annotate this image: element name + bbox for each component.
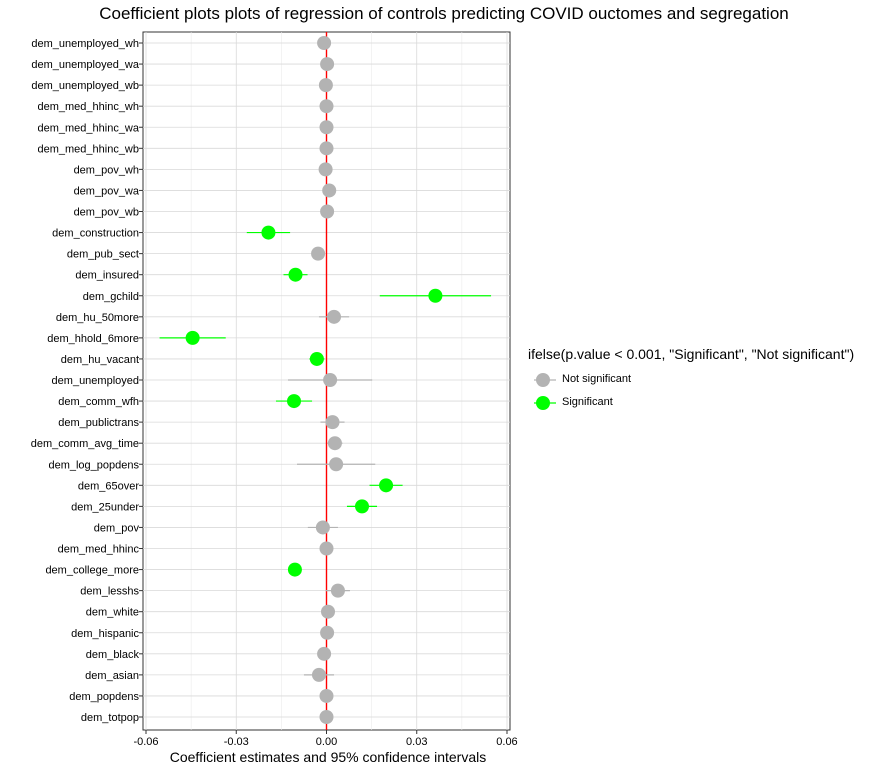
legend-title: ifelse(p.value < 0.001, "Significant", "… <box>528 346 855 362</box>
point-dem_med_hhinc_wb <box>319 141 334 156</box>
y-tick-label: dem_college_more <box>45 565 139 577</box>
point-dem_comm_wfh <box>287 394 302 409</box>
point-dem_unemployed_wa <box>320 57 335 72</box>
chart-title: Coefficient plots plots of regression of… <box>99 4 789 23</box>
point-dem_hhold_6more <box>185 330 200 345</box>
point-dem_pov_wb <box>320 204 335 219</box>
y-tick-label: dem_comm_wfh <box>58 396 139 408</box>
point-dem_publictrans <box>325 415 340 430</box>
point-dem_pub_sect <box>311 246 326 261</box>
point-dem_med_hhinc_wa <box>319 120 334 135</box>
legend-label: Not significant <box>562 373 632 385</box>
y-tick-label: dem_med_hhinc_wb <box>37 143 139 155</box>
y-tick-label: dem_comm_avg_time <box>31 438 139 450</box>
y-tick-label: dem_25under <box>71 501 139 513</box>
y-tick-label: dem_white <box>86 607 139 619</box>
point-dem_insured <box>288 267 303 282</box>
y-tick-label: dem_pov <box>94 522 140 534</box>
point-dem_65over <box>379 478 394 493</box>
y-tick-label: dem_unemployed <box>52 375 139 387</box>
point-dem_hu_vacant <box>309 351 324 366</box>
x-tick-label: 0.03 <box>406 736 427 748</box>
y-tick-label: dem_pub_sect <box>67 249 139 261</box>
y-tick-label: dem_unemployed_wh <box>31 38 139 50</box>
y-tick-label: dem_asian <box>85 670 139 682</box>
y-tick-label: dem_gchild <box>83 291 139 303</box>
point-dem_unemployed_wh <box>317 36 332 50</box>
y-tick-label: dem_hhold_6more <box>47 333 139 345</box>
legend-key <box>534 396 556 410</box>
y-tick-label: dem_unemployed_wa <box>31 59 140 71</box>
y-tick-label: dem_totpop <box>81 712 139 724</box>
point-dem_college_more <box>287 562 302 577</box>
point-dem_totpop <box>319 710 334 724</box>
point-dem_med_hhinc_wh <box>319 99 334 114</box>
y-axis: dem_unemployed_wh dem_unemployed_wa dem_un… <box>31 38 143 724</box>
x-tick-label: 0.00 <box>316 736 337 748</box>
point-dem_popdens <box>319 688 334 703</box>
y-tick-label: dem_unemployed_wb <box>31 80 139 92</box>
point-dem_log_popdens <box>329 457 344 472</box>
point-dem_gchild <box>428 288 443 303</box>
point-dem_black <box>317 646 332 661</box>
legend-key-point <box>536 396 550 410</box>
legend-label: Significant <box>562 396 613 408</box>
point-dem_construction <box>261 225 276 240</box>
y-tick-label: dem_pov_wb <box>74 207 139 219</box>
x-axis: -0.06 -0.03 0.00 0.03 0.06 <box>133 730 518 748</box>
point-dem_comm_avg_time <box>327 436 342 451</box>
point-dem_25under <box>354 499 369 514</box>
x-tick-label: -0.06 <box>133 736 158 748</box>
point-dem_white <box>321 604 336 619</box>
point-dem_hispanic <box>320 625 335 640</box>
point-dem_med_hhinc <box>319 541 334 556</box>
x-axis-label: Coefficient estimates and 95% confidence… <box>170 749 486 765</box>
y-tick-label: dem_hispanic <box>71 628 139 640</box>
point-dem_hu_50more <box>327 309 342 324</box>
legend-key-point <box>536 373 550 387</box>
y-tick-label: dem_popdens <box>69 691 139 703</box>
point-dem_pov_wa <box>322 183 337 198</box>
x-tick-label: -0.03 <box>224 736 249 748</box>
y-tick-label: dem_65over <box>78 480 139 492</box>
point-dem_unemployed_wb <box>318 78 333 93</box>
point-dem_unemployed <box>323 373 338 387</box>
y-tick-label: dem_pov_wh <box>74 164 139 176</box>
data-marks <box>159 36 492 724</box>
y-tick-label: dem_log_popdens <box>48 459 139 471</box>
y-tick-label: dem_med_hhinc_wh <box>37 101 139 113</box>
point-dem_pov_wh <box>318 162 333 177</box>
point-dem_lesshs <box>330 583 345 598</box>
y-tick-label: dem_insured <box>75 270 139 282</box>
point-dem_pov <box>315 520 330 535</box>
y-tick-label: dem_lesshs <box>80 586 139 598</box>
y-tick-label: dem_hu_50more <box>56 312 139 324</box>
y-tick-label: dem_med_hhinc_wa <box>37 122 139 134</box>
x-tick-label: 0.06 <box>496 736 517 748</box>
legend-key <box>534 373 556 387</box>
point-dem_asian <box>311 667 326 682</box>
y-tick-label: dem_pov_wa <box>74 185 140 197</box>
y-tick-label: dem_publictrans <box>58 417 139 429</box>
y-tick-label: dem_construction <box>52 228 139 240</box>
y-tick-label: dem_med_hhinc <box>58 544 140 556</box>
y-tick-label: dem_black <box>86 649 140 661</box>
y-tick-label: dem_hu_vacant <box>61 354 139 366</box>
